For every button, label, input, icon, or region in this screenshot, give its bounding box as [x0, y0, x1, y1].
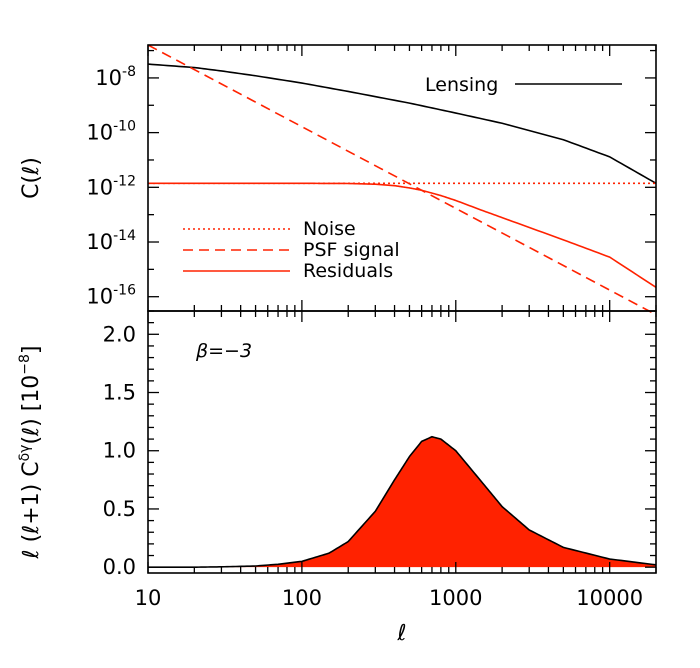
bottom-panel-series	[148, 435, 657, 568]
x-tick-label: 10	[135, 586, 162, 610]
y-tick-label: 10-16	[86, 283, 136, 309]
legend-label-noise: Noise	[303, 218, 356, 240]
legend-lensing: Lensing	[425, 74, 622, 96]
bottom-panel-ticks	[147, 310, 657, 573]
legend-residual-components: Noise PSF signal Residuals	[183, 218, 400, 282]
area-outline	[148, 435, 657, 568]
bottom-panel-frame	[147, 310, 657, 574]
beta-annotation: β=−3	[195, 340, 252, 362]
series-residuals	[148, 182, 657, 289]
top-y-tick-labels: 10-16 10-14 10-12 10-10 10-8	[86, 64, 136, 309]
y-tick-label: 10-10	[86, 119, 136, 145]
series-lensing	[147, 63, 657, 185]
series-psf-signal	[147, 44, 657, 316]
x-tick-label: 100	[282, 586, 322, 610]
x-axis-title: ℓ	[396, 621, 406, 646]
top-y-axis-title: C(ℓ)	[19, 157, 44, 199]
bottom-y-tick-labels: 0.0 0.5 1.0 1.5 2.0	[103, 322, 136, 579]
bottom-y-title-mid: (ℓ) [10	[19, 375, 44, 445]
bottom-y-title-suffix: ]	[19, 345, 44, 354]
bottom-y-title-sup2: −8	[17, 354, 33, 375]
bottom-y-title-sup1: δγ	[17, 445, 33, 462]
y-tick-label: 0.5	[103, 497, 136, 521]
y-tick-label: 1.0	[103, 439, 136, 463]
y-tick-label: 10-12	[86, 173, 136, 199]
legend-label-residuals: Residuals	[303, 260, 393, 282]
bottom-y-title-prefix: ℓ (ℓ+1) C	[19, 461, 44, 559]
area-fill	[148, 436, 656, 568]
bottom-y-axis-title: ℓ (ℓ+1) Cδγ(ℓ) [10−8]	[17, 345, 44, 559]
y-tick-label: 2.0	[103, 322, 136, 346]
legend-label-lensing: Lensing	[425, 74, 498, 96]
legend-label-psf-signal: PSF signal	[303, 239, 400, 261]
top-panel-ticks	[147, 45, 657, 311]
top-panel-series	[147, 44, 657, 316]
y-tick-label: 0.0	[103, 555, 136, 579]
bottom-panel: 0.0 0.5 1.0 1.5 2.0 10 100 1000 10000 β=−3 ℓ ℓ …	[17, 310, 657, 646]
top-panel: 10-16 10-14 10-12 10-10 10-8 Lensing Noise P…	[19, 44, 657, 316]
x-tick-labels: 10 100 1000 10000	[135, 586, 643, 610]
y-tick-label: 10-8	[95, 64, 136, 90]
x-tick-label: 1000	[429, 586, 482, 610]
y-tick-label: 1.5	[103, 381, 136, 405]
y-tick-label: 10-14	[86, 228, 136, 254]
x-tick-label: 10000	[576, 586, 643, 610]
